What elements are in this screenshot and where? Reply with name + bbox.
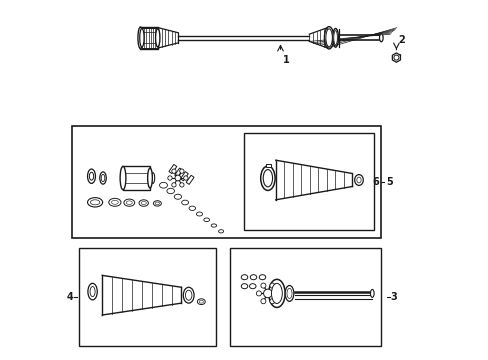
Bar (230, 248, 381, 346)
Circle shape (179, 183, 183, 187)
Ellipse shape (182, 200, 188, 205)
Ellipse shape (174, 194, 181, 199)
Ellipse shape (138, 27, 142, 49)
Ellipse shape (268, 279, 285, 307)
Ellipse shape (356, 177, 361, 183)
Ellipse shape (111, 200, 118, 204)
Ellipse shape (250, 275, 256, 280)
Circle shape (179, 169, 183, 173)
Circle shape (274, 291, 279, 296)
Bar (79, 248, 215, 346)
Ellipse shape (199, 300, 203, 303)
Circle shape (260, 299, 265, 304)
Ellipse shape (147, 168, 152, 188)
Circle shape (171, 169, 176, 173)
Ellipse shape (108, 198, 121, 206)
Ellipse shape (286, 288, 291, 298)
Bar (123, 166, 150, 190)
Ellipse shape (379, 34, 382, 42)
Ellipse shape (196, 212, 202, 216)
Circle shape (269, 299, 274, 304)
Ellipse shape (325, 29, 332, 47)
Bar (244, 133, 373, 230)
Ellipse shape (90, 200, 100, 205)
Ellipse shape (90, 287, 95, 297)
Ellipse shape (185, 290, 192, 300)
Circle shape (263, 289, 272, 298)
Ellipse shape (332, 28, 338, 47)
Ellipse shape (354, 175, 363, 185)
Ellipse shape (203, 218, 209, 222)
Circle shape (393, 55, 398, 60)
Circle shape (167, 176, 172, 180)
Text: 1: 1 (283, 55, 289, 65)
Ellipse shape (260, 166, 275, 190)
Ellipse shape (101, 175, 104, 181)
Ellipse shape (141, 201, 146, 204)
Ellipse shape (197, 299, 205, 305)
Ellipse shape (241, 284, 247, 289)
Ellipse shape (123, 199, 134, 206)
Ellipse shape (249, 284, 256, 289)
Ellipse shape (333, 31, 337, 45)
Ellipse shape (183, 287, 194, 303)
Text: 4: 4 (67, 292, 73, 302)
Text: 5: 5 (386, 177, 393, 187)
Circle shape (256, 291, 261, 296)
Ellipse shape (166, 188, 174, 194)
Ellipse shape (139, 200, 148, 206)
Ellipse shape (126, 201, 132, 204)
Ellipse shape (285, 285, 293, 301)
Ellipse shape (370, 289, 373, 297)
Ellipse shape (153, 201, 161, 206)
Text: 2: 2 (397, 35, 404, 45)
Bar (72, 126, 381, 238)
Text: 6: 6 (372, 177, 379, 187)
Ellipse shape (87, 198, 102, 207)
Bar (180, 172, 188, 181)
Circle shape (260, 283, 265, 288)
Bar (174, 168, 182, 177)
Circle shape (175, 175, 181, 181)
Ellipse shape (100, 172, 106, 184)
Ellipse shape (259, 275, 265, 280)
Ellipse shape (155, 202, 159, 205)
Bar (266, 164, 271, 167)
Ellipse shape (88, 283, 97, 300)
Ellipse shape (151, 173, 154, 184)
Bar (168, 165, 177, 174)
Ellipse shape (324, 27, 333, 49)
Ellipse shape (189, 206, 195, 210)
Bar (186, 175, 194, 184)
Ellipse shape (87, 169, 95, 183)
Circle shape (171, 183, 176, 187)
Ellipse shape (159, 182, 167, 188)
Ellipse shape (263, 170, 272, 187)
Ellipse shape (89, 172, 94, 180)
Ellipse shape (120, 166, 125, 190)
Ellipse shape (218, 230, 223, 233)
Circle shape (183, 176, 187, 180)
Ellipse shape (140, 28, 144, 47)
Bar (140, 27, 158, 49)
Circle shape (269, 283, 274, 288)
Text: 3: 3 (389, 292, 396, 302)
Ellipse shape (271, 283, 282, 303)
Ellipse shape (211, 224, 216, 227)
Ellipse shape (241, 275, 247, 280)
Ellipse shape (155, 29, 160, 47)
